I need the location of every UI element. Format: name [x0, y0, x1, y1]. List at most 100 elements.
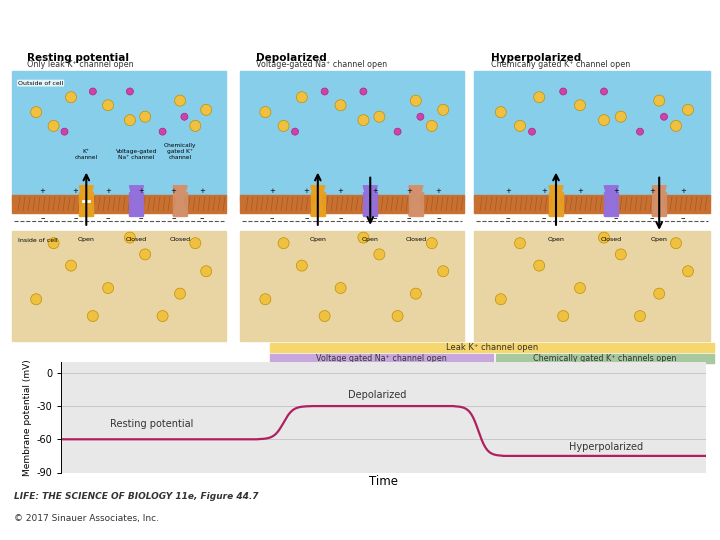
Bar: [549, 192, 563, 216]
Text: +: +: [406, 188, 412, 194]
Circle shape: [297, 92, 307, 103]
Polygon shape: [549, 186, 563, 216]
Text: Open: Open: [362, 237, 379, 242]
Circle shape: [48, 120, 59, 131]
Circle shape: [321, 88, 328, 95]
Bar: [79, 192, 94, 216]
Circle shape: [410, 288, 421, 299]
Circle shape: [660, 113, 667, 120]
Text: +: +: [269, 188, 275, 194]
Text: –: –: [338, 214, 343, 223]
Bar: [12, 71, 226, 201]
Text: Voltage-gated Na⁺ channel open: Voltage-gated Na⁺ channel open: [256, 59, 387, 69]
Bar: [474, 195, 710, 213]
Circle shape: [190, 238, 201, 249]
Circle shape: [125, 114, 135, 126]
Text: +: +: [338, 188, 343, 194]
Circle shape: [335, 100, 346, 111]
Text: +: +: [505, 188, 511, 194]
Text: Closed: Closed: [126, 237, 147, 242]
Text: +: +: [541, 188, 547, 194]
X-axis label: Time: Time: [369, 475, 398, 488]
Bar: [270, 343, 714, 353]
Circle shape: [174, 288, 186, 299]
Circle shape: [335, 282, 346, 294]
Text: © 2017 Sinauer Associates, Inc.: © 2017 Sinauer Associates, Inc.: [14, 514, 159, 523]
Circle shape: [495, 106, 506, 118]
Circle shape: [159, 128, 166, 135]
Circle shape: [127, 88, 133, 95]
Polygon shape: [409, 186, 423, 216]
Text: Open: Open: [651, 237, 667, 242]
Circle shape: [558, 310, 569, 322]
Circle shape: [438, 104, 449, 116]
Text: Closed: Closed: [600, 237, 622, 242]
Circle shape: [495, 294, 506, 305]
Text: –: –: [681, 214, 685, 223]
Circle shape: [374, 249, 385, 260]
Text: +: +: [199, 188, 204, 194]
Text: –: –: [270, 214, 274, 223]
Circle shape: [260, 106, 271, 118]
Text: Only leak K⁺ channel open: Only leak K⁺ channel open: [27, 59, 134, 69]
Text: +: +: [303, 188, 310, 194]
Circle shape: [636, 128, 644, 135]
Circle shape: [394, 128, 401, 135]
Bar: [173, 192, 187, 216]
Text: Resting potential: Resting potential: [27, 52, 130, 63]
Circle shape: [358, 114, 369, 126]
Y-axis label: Membrane potential (mV): Membrane potential (mV): [23, 359, 32, 476]
Text: Hyperpolarized: Hyperpolarized: [569, 442, 643, 452]
Text: +: +: [613, 188, 619, 194]
Text: Closed: Closed: [405, 237, 426, 242]
Circle shape: [683, 266, 693, 276]
Circle shape: [515, 238, 526, 249]
Text: Open: Open: [310, 237, 326, 242]
Text: Closed: Closed: [169, 237, 191, 242]
Text: Voltage-gated
Na⁺ channel: Voltage-gated Na⁺ channel: [116, 149, 157, 160]
Text: +: +: [577, 188, 583, 194]
Bar: [474, 71, 710, 341]
Circle shape: [358, 232, 369, 243]
Circle shape: [654, 288, 665, 299]
Text: –: –: [372, 214, 377, 223]
Circle shape: [201, 104, 212, 116]
Circle shape: [360, 88, 367, 95]
Circle shape: [181, 113, 188, 120]
Text: –: –: [138, 214, 143, 223]
Text: –: –: [505, 214, 510, 223]
Circle shape: [260, 294, 271, 305]
Circle shape: [66, 260, 76, 271]
Circle shape: [438, 266, 449, 276]
Text: LIFE: THE SCIENCE OF BIOLOGY 11e, Figure 44.7: LIFE: THE SCIENCE OF BIOLOGY 11e, Figure…: [14, 492, 259, 501]
Circle shape: [297, 260, 307, 271]
Bar: [364, 192, 377, 216]
Circle shape: [292, 128, 299, 135]
Text: –: –: [304, 214, 309, 223]
Circle shape: [374, 111, 385, 122]
Circle shape: [634, 310, 646, 322]
Circle shape: [534, 260, 545, 271]
Text: Chemically
gated K⁺
channel: Chemically gated K⁺ channel: [163, 143, 197, 160]
Text: Open: Open: [78, 237, 95, 242]
Text: –: –: [541, 214, 546, 223]
Circle shape: [140, 111, 150, 122]
Bar: [311, 192, 325, 216]
Circle shape: [31, 294, 42, 305]
Circle shape: [201, 266, 212, 276]
Circle shape: [103, 282, 114, 294]
Text: Outside of cell: Outside of cell: [18, 80, 63, 86]
Circle shape: [278, 238, 289, 249]
Text: +: +: [138, 188, 144, 194]
Circle shape: [670, 238, 682, 249]
Circle shape: [683, 104, 693, 116]
Text: –: –: [577, 214, 582, 223]
Bar: [240, 71, 464, 201]
Polygon shape: [364, 186, 377, 216]
Bar: [652, 192, 666, 216]
Text: Open: Open: [548, 237, 564, 242]
Circle shape: [410, 95, 421, 106]
Polygon shape: [311, 186, 325, 216]
Bar: [604, 192, 618, 216]
Bar: [474, 71, 710, 201]
